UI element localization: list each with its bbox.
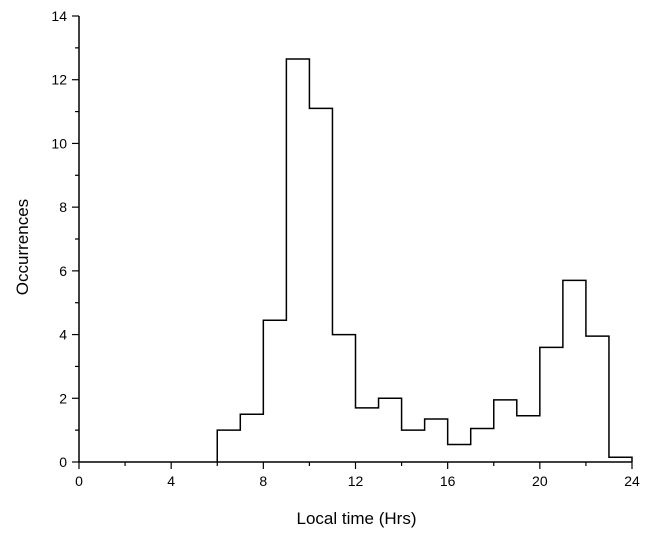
histogram-bar [540,347,563,462]
x-axis-title: Local time (Hrs) [297,509,417,528]
histogram-bar [471,429,494,462]
y-tick-label: 2 [59,390,67,406]
x-tick-label: 4 [167,473,175,489]
y-axis-title: Occurrences [13,199,32,295]
y-tick-label: 8 [59,199,67,215]
y-axis-ticks: 0 2 4 6 8 10 12 14 [51,8,79,470]
x-tick-label: 20 [532,473,548,489]
y-tick-label: 0 [59,454,67,470]
x-tick-label: 0 [75,473,83,489]
y-tick-label: 12 [51,72,67,88]
histogram-bins [217,59,632,462]
histogram-bar [332,335,355,462]
histogram-bar [356,408,379,462]
x-axis-ticks: 0 4 8 12 16 20 24 [75,462,640,489]
x-tick-label: 16 [440,473,456,489]
y-tick-label: 14 [51,8,67,24]
x-tick-label: 12 [348,473,364,489]
histogram-bar [494,400,517,462]
histogram-bar [379,398,402,462]
histogram-bar [217,430,240,462]
histogram-bar [286,59,309,462]
x-tick-label: 24 [624,473,640,489]
histogram-bar [425,419,448,462]
histogram-bar [563,280,586,462]
y-tick-label: 10 [51,135,67,151]
histogram-bar [309,108,332,462]
histogram-bar [240,414,263,462]
y-tick-label: 6 [59,263,67,279]
histogram-bar [402,430,425,462]
x-tick-label: 8 [259,473,267,489]
histogram-bar [517,416,540,462]
histogram-bar [263,320,286,462]
histogram-bar [586,336,609,462]
histogram-bar [448,444,471,462]
histogram-step-outline [216,58,633,462]
y-tick-label: 4 [59,327,67,343]
